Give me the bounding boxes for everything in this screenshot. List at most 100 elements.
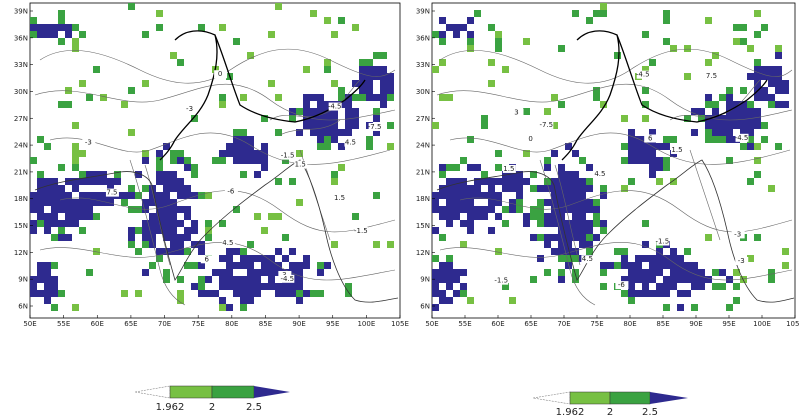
right-significance-cell (642, 241, 649, 248)
left-contour-label-bg (368, 122, 382, 131)
left-significance-cell (44, 227, 51, 234)
right-significance-cell (481, 115, 488, 122)
right-significance-cell (621, 157, 628, 164)
right-significance-cell (509, 199, 516, 206)
left-significance-cell (324, 17, 331, 24)
right-significance-cell (474, 206, 481, 213)
right-significance-cell (523, 150, 530, 157)
left-significance-cell (191, 192, 198, 199)
right-significance-cell (572, 234, 579, 241)
left-significance-cell (352, 80, 359, 87)
right-significance-cell (782, 262, 789, 269)
right-significance-cell (551, 192, 558, 199)
right-y-tick-label: 39N (416, 8, 430, 16)
right-significance-cell (740, 108, 747, 115)
left-significance-cell (170, 52, 177, 59)
right-significance-cell (523, 38, 530, 45)
right-significance-cell (663, 157, 670, 164)
right-significance-cell (600, 10, 607, 17)
left-significance-cell (324, 122, 331, 129)
left-significance-cell (184, 262, 191, 269)
right-significance-cell (558, 255, 565, 262)
right-y-tick-label: 12N (416, 249, 430, 257)
right-significance-cell (663, 136, 670, 143)
left-y-tick-label: 24N (14, 142, 28, 150)
right-significance-cell (495, 45, 502, 52)
right-contour-label-bg (705, 71, 719, 80)
left-significance-cell (226, 143, 233, 150)
left-significance-cell (58, 101, 65, 108)
right-significance-cell (698, 283, 705, 290)
left-significance-cell (317, 269, 324, 276)
left-significance-cell (198, 24, 205, 31)
left-significance-cell (51, 31, 58, 38)
left-x-tick-label: 85E (259, 320, 272, 328)
left-significance-cell (135, 227, 142, 234)
right-significance-cell (460, 283, 467, 290)
right-significance-cell (495, 31, 502, 38)
left-significance-cell (240, 304, 247, 311)
right-significance-cell (453, 185, 460, 192)
left-significance-cell (79, 227, 86, 234)
right-significance-cell (460, 178, 467, 185)
right-significance-cell (523, 213, 530, 220)
right-significance-cell (775, 80, 782, 87)
left-significance-cell (65, 101, 72, 108)
right-significance-cell (432, 122, 439, 129)
right-significance-cell (670, 262, 677, 269)
right-significance-cell (642, 255, 649, 262)
right-significance-cell (558, 220, 565, 227)
right-significance-cell (488, 24, 495, 31)
left-significance-cell (177, 192, 184, 199)
right-significance-cell (740, 143, 747, 150)
right-significance-cell (628, 269, 635, 276)
left-significance-cell (233, 276, 240, 283)
right-significance-cell (705, 59, 712, 66)
left-significance-cell (317, 136, 324, 143)
right-significance-cell (768, 101, 775, 108)
right-significance-cell (733, 269, 740, 276)
right-contour-label-bg (524, 134, 538, 143)
right-significance-cell (691, 283, 698, 290)
left-significance-cell (310, 122, 317, 129)
left-legend-label-2: 2 (209, 402, 215, 413)
right-significance-cell (474, 164, 481, 171)
left-significance-cell (156, 192, 163, 199)
left-significance-cell (184, 185, 191, 192)
right-x-tick-label: 100E (753, 320, 771, 328)
right-significance-cell (754, 73, 761, 80)
left-significance-cell (324, 101, 331, 108)
right-significance-cell (460, 192, 467, 199)
left-significance-cell (93, 248, 100, 255)
right-significance-cell (670, 269, 677, 276)
right-significance-cell (747, 122, 754, 129)
left-significance-cell (240, 171, 247, 178)
right-significance-cell (439, 269, 446, 276)
left-significance-cell (247, 157, 254, 164)
left-significance-cell (51, 185, 58, 192)
left-significance-cell (149, 241, 156, 248)
right-significance-cell (509, 178, 516, 185)
left-contour-label: 4.5 (222, 239, 233, 247)
right-significance-cell (551, 248, 558, 255)
right-significance-cell (446, 283, 453, 290)
right-significance-cells (432, 3, 789, 311)
left-significance-cell (387, 80, 394, 87)
right-significance-cell (467, 136, 474, 143)
left-significance-cell (37, 220, 44, 227)
left-significance-cell (345, 115, 352, 122)
right-significance-cell (516, 206, 523, 213)
right-significance-cell (460, 269, 467, 276)
left-significance-cell (51, 290, 58, 297)
left-significance-cell (177, 290, 184, 297)
right-significance-cell (481, 178, 488, 185)
right-legend-upper-arrow (650, 392, 688, 404)
right-significance-cell (719, 129, 726, 136)
right-significance-cell (530, 206, 537, 213)
left-significance-cell (331, 31, 338, 38)
left-significance-cell (289, 290, 296, 297)
left-significance-cell (72, 24, 79, 31)
left-significance-cell (275, 178, 282, 185)
left-significance-cell (296, 276, 303, 283)
right-significance-cell (733, 115, 740, 122)
